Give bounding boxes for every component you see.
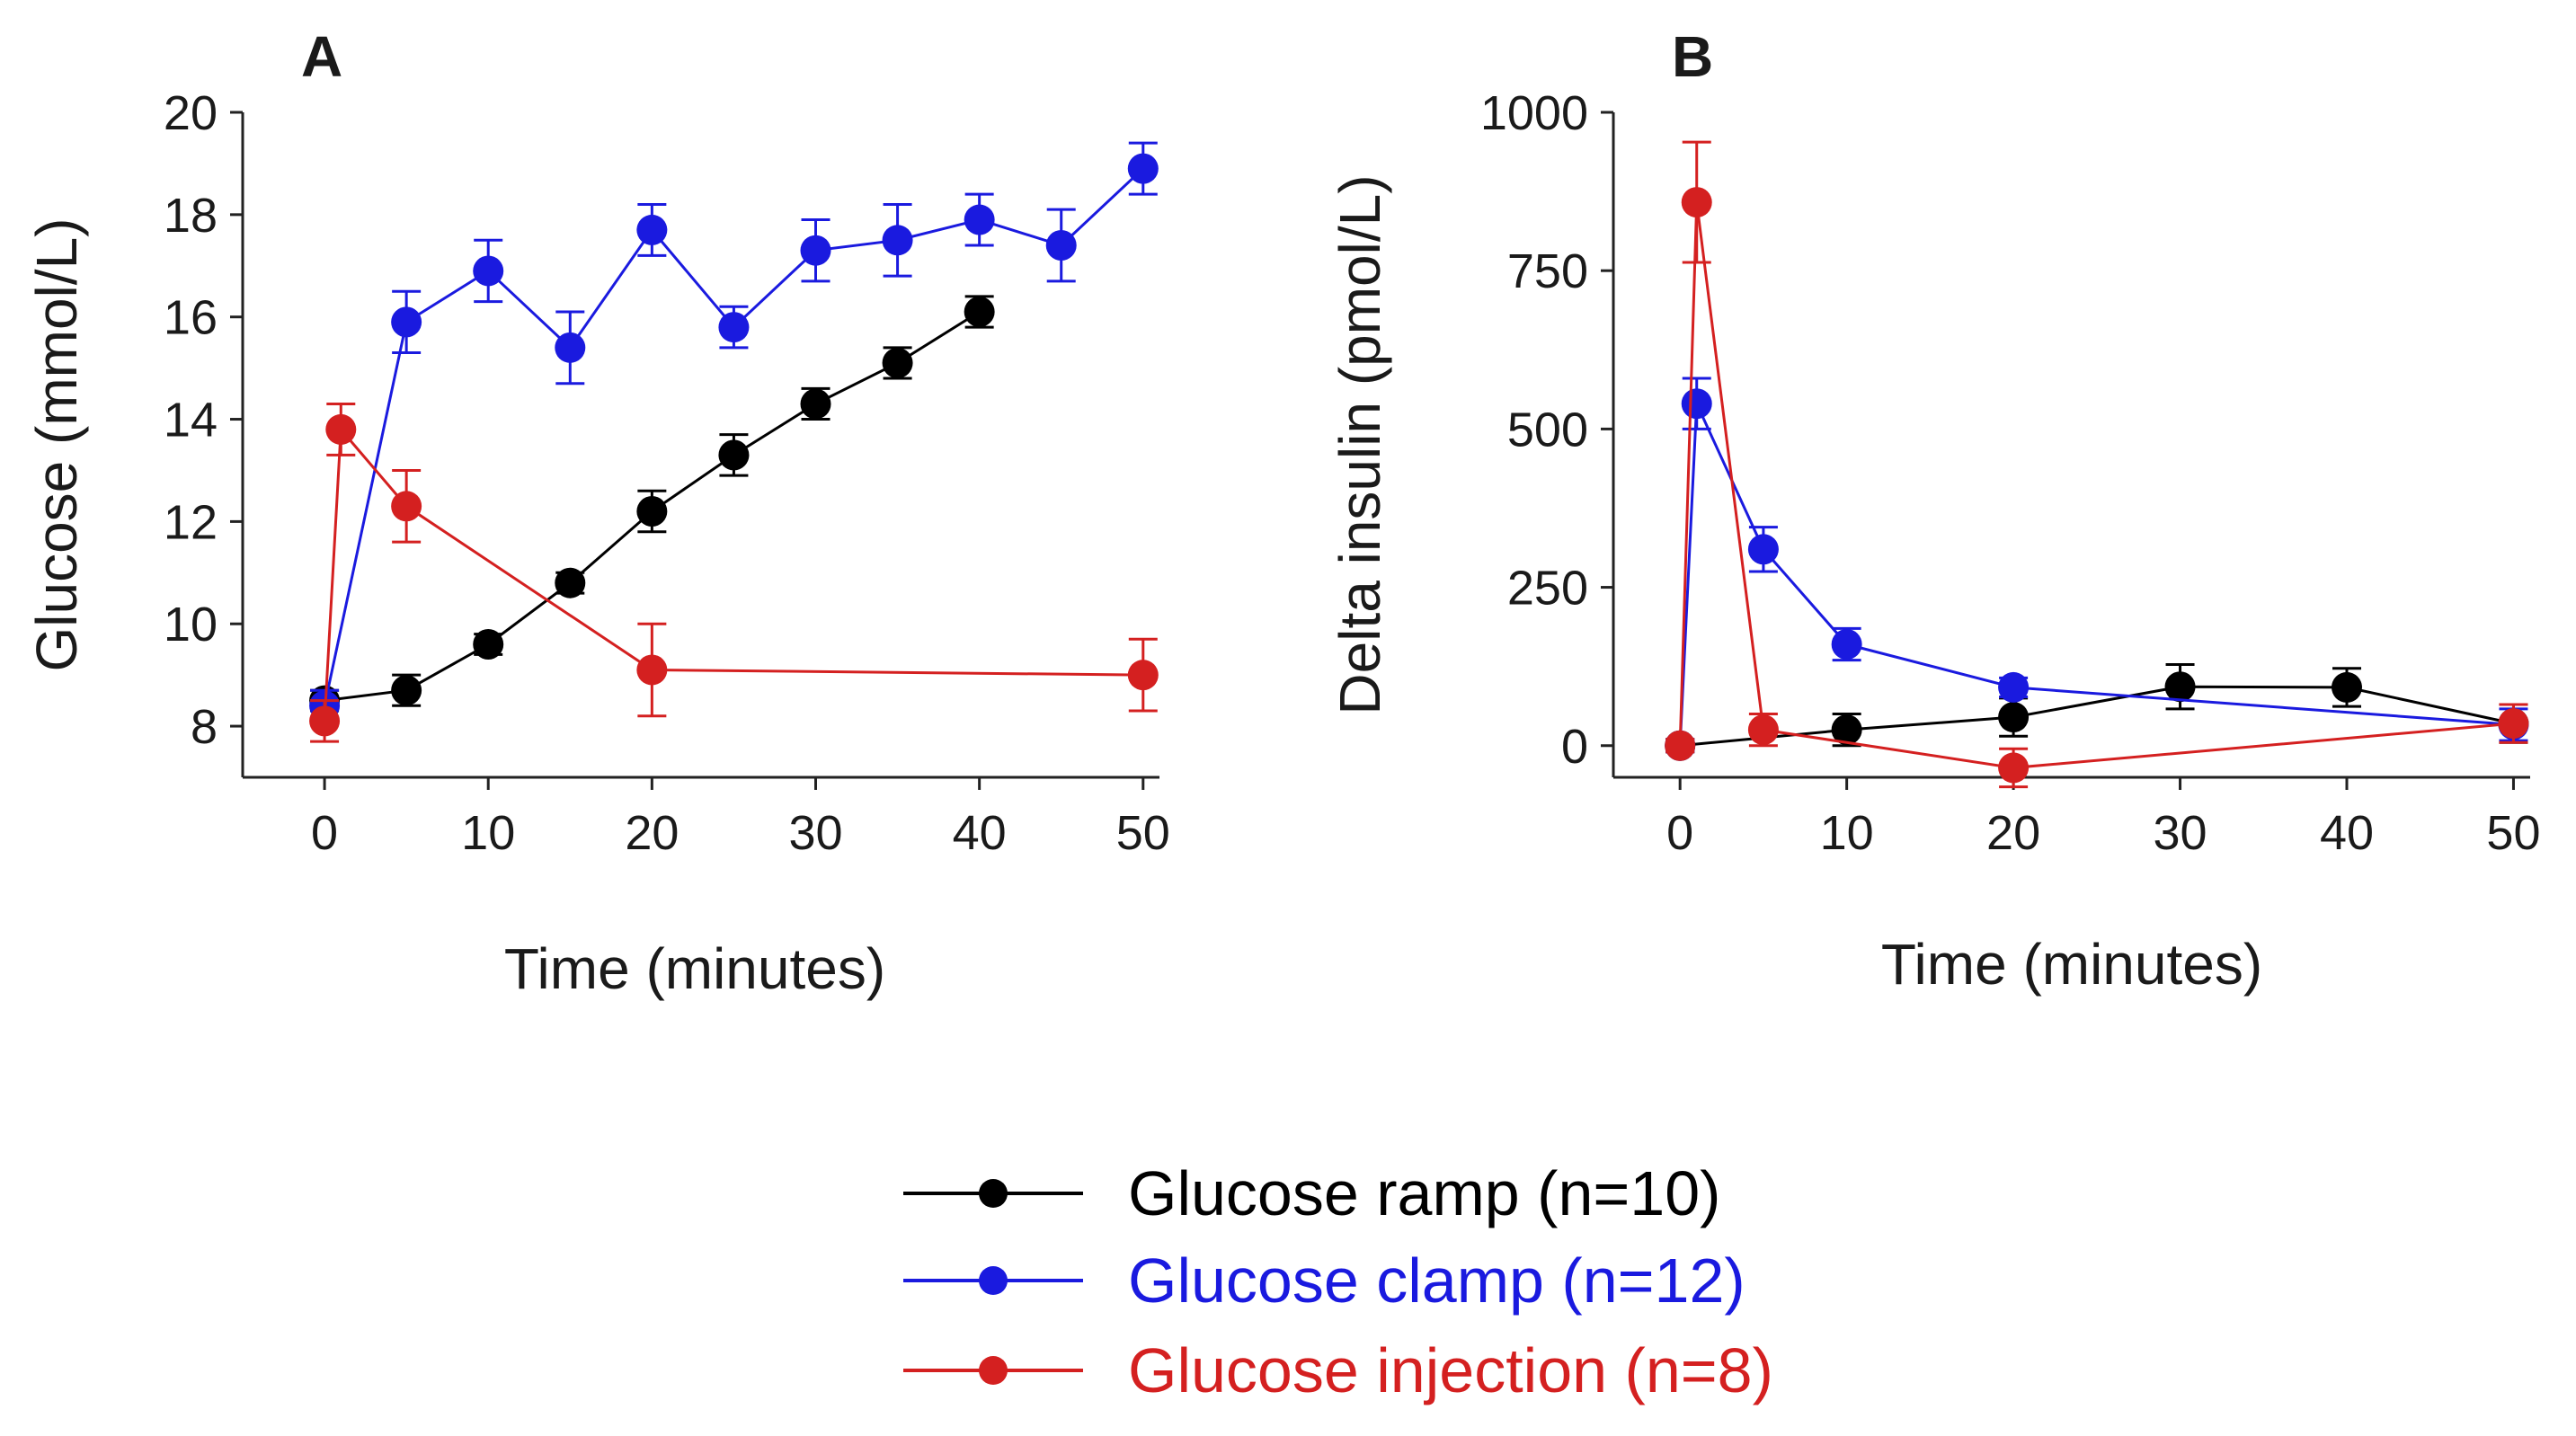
panel-a-glucose-ramp-point [636,496,668,527]
panel-b-label: B [1672,24,1713,89]
panel-b-x-tick-label: 30 [2154,806,2207,860]
panel-a-glucose-clamp-point [1045,230,1077,261]
panel-b-glucose-clamp-point [1681,388,1712,420]
legend-entry-glucose-injection: Glucose injection (n=8) [903,1335,1773,1405]
panel-a-x-tick-label: 30 [788,806,842,860]
panel-b-glucose-clamp-point [1831,629,1862,660]
panel-a-glucose-clamp-point [800,235,831,266]
panel-a-y-axis-title: Glucose (mmol/L) [24,218,89,672]
panel-b-glucose-injection-point [1665,730,1696,761]
panel-b-glucose-ramp-series [1665,663,2529,761]
panel-a-y-tick-label: 10 [164,598,218,652]
panel-a-glucose-clamp-point [882,225,913,256]
panel-b-y-tick-label: 250 [1507,562,1588,616]
legend-label-glucose-ramp: Glucose ramp (n=10) [1128,1158,1720,1228]
panel-b-glucose-clamp-point [1998,671,2030,703]
panel-a-glucose-injection-point [391,491,422,522]
panel-b-glucose-ramp-point [1998,702,2030,733]
panel-b-y-tick-label: 1000 [1480,86,1588,140]
panel-a-glucose-clamp-point [636,214,668,245]
panel-b-glucose-injection-point [1998,752,2030,784]
panel-a-y-tick-label: 12 [164,495,218,549]
panel-a-y-tick-label: 14 [164,394,218,448]
panel-a-glucose-injection-point [1127,660,1159,691]
legend-entry-glucose-clamp: Glucose clamp (n=12) [903,1245,1745,1316]
panel-b-y-tick-label: 750 [1507,244,1588,298]
panel-a-x-tick-label: 20 [625,806,679,860]
panel-a-glucose-injection-point [325,413,357,445]
panel-a-glucose-clamp-point [473,255,504,287]
panel-a-y-tick-label: 20 [164,86,218,140]
panel-a-x-tick-label: 50 [1116,806,1170,860]
panel-a-glucose-chart: A 8 10 12 14 16 18 20 0 10 20 30 40 50 Time (minutes… [24,24,1170,1001]
panel-a-glucose-ramp-point [882,347,913,378]
legend-label-glucose-injection: Glucose injection (n=8) [1128,1335,1773,1405]
panel-b-y-tick-label: 500 [1507,403,1588,457]
panel-a-glucose-injection-point [309,705,341,737]
panel-b-x-tick-label: 50 [2486,806,2540,860]
panel-a-y-tick-label: 16 [164,291,218,345]
panel-b-glucose-injection-line [1678,201,2514,769]
panel-b-glucose-injection-point [2498,708,2529,740]
panel-a-glucose-ramp-point [555,567,586,598]
panel-b-insulin-chart: B 0 250 500 750 1000 0 10 20 30 40 50 Time (minute… [1328,24,2540,997]
panel-b-glucose-ramp-point [2332,671,2362,703]
panel-b-plot-area: 0 250 500 750 1000 0 10 20 30 40 50 [1480,86,2541,860]
panel-b-glucose-clamp-series [1665,377,2529,761]
panel-b-y-axis-title: Delta insulin (pmol/L) [1328,174,1392,714]
panel-b-x-tick-label: 0 [1666,806,1693,860]
panel-b-glucose-ramp-line [1680,685,2514,748]
panel-b-glucose-injection-point [1681,187,1712,218]
panel-a-y-tick-label: 18 [164,189,218,243]
panel-a-x-tick-label: 10 [461,806,515,860]
legend-label-glucose-clamp: Glucose clamp (n=12) [1128,1245,1745,1316]
panel-a-glucose-ramp-point [718,439,750,471]
panel-b-x-tick-label: 40 [2320,806,2374,860]
panel-a-glucose-clamp-point [718,312,750,343]
panel-a-glucose-clamp-series [309,141,1159,722]
legend-marker-glucose-injection [979,1356,1008,1385]
panel-a-glucose-clamp-point [1127,153,1159,184]
panel-a-glucose-ramp-point [964,297,995,327]
panel-a-glucose-clamp-point [391,306,422,338]
panel-b-y-tick-label: 0 [1561,720,1588,774]
panel-a-x-tick-label: 40 [953,806,1007,860]
panel-a-glucose-injection-point [636,654,668,686]
panel-a-label: A [301,24,342,89]
panel-b-glucose-ramp-point [2164,671,2196,703]
panel-b-glucose-injection-series [1665,140,2529,789]
panel-a-y-tick-label: 8 [191,700,218,754]
panel-a-plot-area: 8 10 12 14 16 18 20 0 10 20 30 40 50 [164,86,1170,860]
panel-a-glucose-clamp-point [964,204,995,235]
legend-entry-glucose-ramp: Glucose ramp (n=10) [903,1158,1720,1228]
panel-b-glucose-injection-point [1747,714,1779,746]
legend: Glucose ramp (n=10) Glucose clamp (n=12)… [903,1158,1773,1405]
legend-marker-glucose-ramp [979,1179,1008,1208]
panel-b-x-tick-label: 10 [1820,806,1874,860]
panel-b-glucose-clamp-line [1678,403,2514,746]
legend-marker-glucose-clamp [979,1266,1008,1295]
panel-a-glucose-injection-series [309,402,1159,743]
panel-a-glucose-ramp-point [473,629,504,660]
panel-b-x-axis-title: Time (minutes) [1881,932,2262,997]
panel-b-glucose-clamp-point [1747,534,1779,565]
panel-a-glucose-ramp-point [391,675,422,706]
panel-a-glucose-clamp-point [555,332,586,363]
panel-a-x-axis-title: Time (minutes) [504,936,885,1001]
panel-b-x-tick-label: 20 [1986,806,2040,860]
panel-a-x-tick-label: 0 [311,806,338,860]
panel-b-glucose-ramp-point [1831,714,1862,746]
panel-a-glucose-ramp-point [800,388,831,420]
